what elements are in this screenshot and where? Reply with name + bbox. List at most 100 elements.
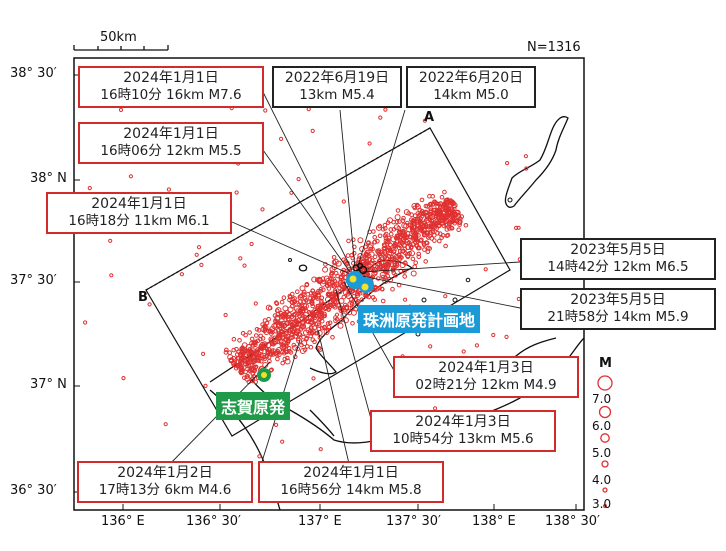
epicenter-dot <box>415 217 421 222</box>
lat-label: 37° 30′ <box>10 273 57 288</box>
epicenter-dot <box>248 365 255 372</box>
epicenter-dot <box>442 189 447 195</box>
epicenter-dot <box>269 348 275 354</box>
epicenter-dot <box>420 229 425 234</box>
epicenter-dot <box>289 304 295 309</box>
epicenter-dot <box>325 327 331 333</box>
epicenter-dot <box>386 235 392 241</box>
epicenter-dot <box>383 226 388 231</box>
epicenter-dot <box>331 254 337 260</box>
epicenter-dot <box>87 186 92 191</box>
epicenter-dot <box>337 281 343 287</box>
epicenter-dot <box>296 336 301 342</box>
epicenter-dot <box>430 194 436 199</box>
epicenter-dot <box>516 225 521 230</box>
lat-label: 36° 30′ <box>10 483 57 498</box>
epicenter-dot <box>166 187 171 192</box>
epicenter-dot <box>242 263 247 268</box>
epicenter-dot <box>388 231 394 237</box>
epicenter-dot <box>379 272 386 278</box>
epicenter-dot <box>424 240 430 246</box>
epicenter-dot <box>350 255 356 261</box>
epicenter-dot <box>291 329 298 336</box>
epicenter-dot <box>301 291 306 297</box>
epicenter-dot <box>314 293 321 300</box>
epicenter-dot <box>367 141 372 146</box>
epicenter-dot <box>378 115 383 120</box>
epicenter-dot <box>238 369 243 375</box>
epicenter-dot <box>432 207 438 213</box>
epicenter-dot <box>455 213 462 220</box>
epicenter-dot <box>329 271 334 277</box>
epicenter-dot <box>243 332 248 338</box>
epicenter-dot <box>447 221 452 227</box>
epicenter-dot <box>340 278 346 283</box>
epicenter-dot <box>383 238 389 244</box>
epicenter-dot <box>240 347 246 354</box>
epicenter-dot <box>377 285 382 291</box>
epicenter-dot <box>353 306 359 312</box>
epicenter-dot <box>483 267 488 272</box>
epicenter-dot <box>341 284 347 290</box>
epicenter-dot <box>234 352 240 357</box>
epicenter-dot <box>280 439 285 444</box>
epicenter-dot <box>303 329 309 336</box>
epicenter-dot <box>405 241 411 246</box>
epicenter-dot <box>308 319 313 325</box>
epicenter-dot <box>429 217 436 224</box>
epicenter-dot <box>299 342 304 348</box>
epicenter-dot <box>449 217 455 223</box>
epicenter-dot <box>439 194 445 200</box>
epicenter-dot <box>283 349 289 355</box>
epicenter-dot <box>301 302 308 309</box>
epicenter-dot <box>372 260 378 266</box>
epicenter-dot <box>379 286 385 292</box>
epicenter-dot <box>318 447 323 452</box>
epicenter-dot <box>250 371 256 377</box>
epicenter-dot <box>430 202 436 207</box>
epicenter-dot <box>383 251 388 257</box>
epicenter-dot <box>432 233 437 238</box>
earthquake-epicenters <box>83 70 543 488</box>
epicenter-dot <box>423 259 429 264</box>
epicenter-dot <box>403 297 408 302</box>
legend-value: 4.0 <box>592 473 612 487</box>
epicenter-dot <box>397 248 403 254</box>
epicenter-dot <box>444 227 450 232</box>
epicenter-dot <box>394 236 400 241</box>
epicenter-dot <box>326 303 333 310</box>
epicenter-dot <box>367 244 374 251</box>
epicenter-dot <box>299 348 306 354</box>
epicenter-dot <box>363 251 369 256</box>
epicenter-dot <box>330 298 336 303</box>
epicenter-dot <box>413 260 419 266</box>
epicenter-dot <box>375 224 382 231</box>
epicenter-dot <box>425 245 431 251</box>
epicenter-dot <box>385 273 391 279</box>
event-label: 2024年1月2日 17時13分 6km M4.6 <box>77 461 253 503</box>
epicenter-dot <box>422 118 427 123</box>
epicenter-dot <box>329 293 335 299</box>
epicenter-dot <box>422 247 427 252</box>
epicenter-dot <box>325 296 331 303</box>
legend-value: 7.0 <box>592 392 612 406</box>
epicenter-dot <box>319 315 325 320</box>
count-label: N=1316 <box>527 40 581 55</box>
epicenter-dot <box>389 256 396 263</box>
epicenter-dot <box>327 320 333 326</box>
epicenter-dot <box>449 226 455 231</box>
epicenter-dot <box>223 312 228 318</box>
epicenter-dot <box>451 203 457 209</box>
epicenter-dot <box>231 336 237 342</box>
epicenter-dot <box>310 128 315 133</box>
profile-label-b: B <box>138 290 148 305</box>
epicenter-dot <box>443 206 449 211</box>
event-label: 2024年1月3日 02時21分 12km M4.9 <box>393 356 579 398</box>
epicenter-dot <box>368 246 374 252</box>
epicenter-dot <box>312 325 318 330</box>
epicenter-dot <box>392 262 398 268</box>
epicenter-dot <box>285 355 290 361</box>
epicenter-dot <box>265 342 272 349</box>
epicenter-dot <box>274 422 279 427</box>
epicenter-dot <box>403 251 408 256</box>
